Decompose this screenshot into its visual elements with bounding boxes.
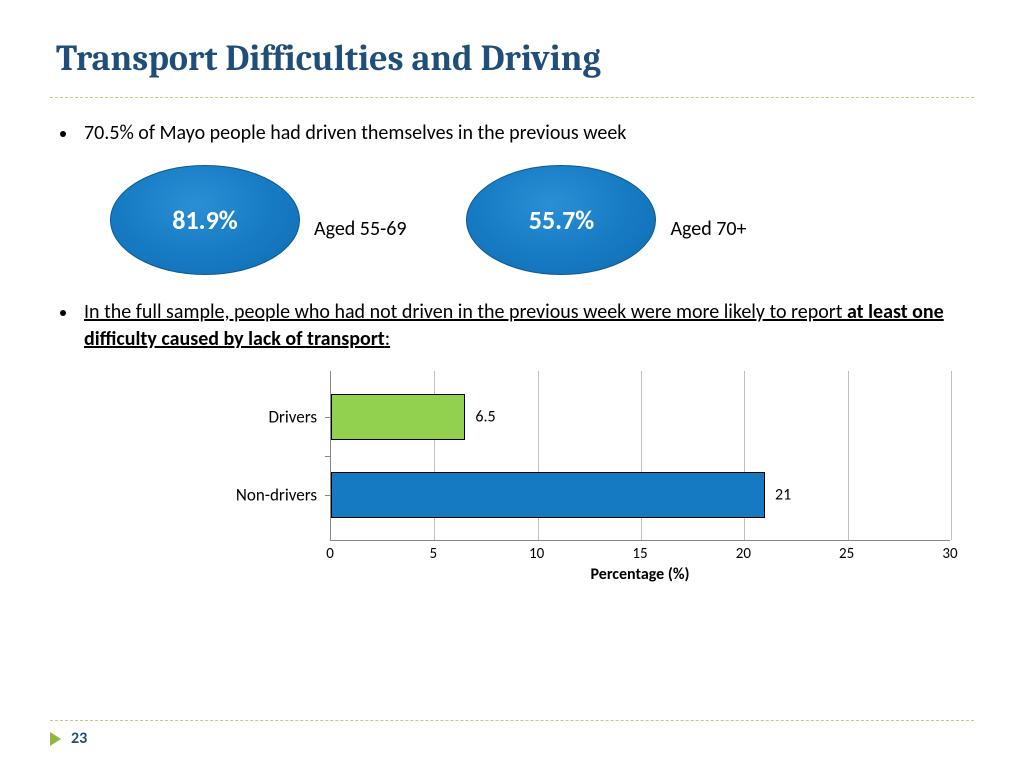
stat-ellipse-2-value: 55.7%: [529, 204, 594, 236]
stat-ellipse-2-label: Aged 70+: [670, 199, 746, 241]
bullet-1: 70.5% of Mayo people had driven themselv…: [50, 120, 974, 147]
bullet-2-text: In the full sample, people who had not d…: [84, 299, 974, 353]
page-triangle-icon: [50, 732, 61, 746]
chart-x-tick-label: 30: [942, 545, 957, 563]
slide-title: Transport Difficulties and Driving: [56, 38, 974, 79]
chart-value-label: 21: [775, 486, 791, 505]
divider-top: [50, 97, 974, 98]
chart-bar: [331, 394, 465, 440]
bullet-2-prefix: In the full sample, people who had not d…: [84, 300, 847, 324]
bullet-2-suffix: :: [385, 327, 390, 351]
chart-x-tick-label: 10: [529, 545, 544, 563]
chart-category-label: Non-drivers: [236, 485, 331, 506]
chart-gridline: [848, 371, 849, 540]
stat-ellipse-1: 81.9%: [110, 165, 300, 275]
divider-bottom: [50, 720, 974, 721]
chart-x-ticks: 051015202530: [330, 541, 950, 565]
difficulty-bar-chart: Drivers6.5Non-drivers21 051015202530 Per…: [230, 371, 950, 584]
stat-ellipse-1-value: 81.9%: [172, 204, 237, 236]
bullet-2: In the full sample, people who had not d…: [50, 299, 974, 353]
ellipse-stats-row: 81.9% Aged 55-69 55.7% Aged 70+: [110, 165, 974, 275]
chart-plot-area: Drivers6.5Non-drivers21: [330, 371, 950, 541]
chart-value-label: 6.5: [475, 407, 495, 426]
stat-ellipse-1-label: Aged 55-69: [314, 199, 406, 241]
bullet-dot-icon: [60, 310, 66, 316]
stat-ellipse-2: 55.7%: [466, 165, 656, 275]
chart-x-tick-label: 15: [632, 545, 647, 563]
chart-category-label: Drivers: [268, 406, 331, 427]
bullet-1-text: 70.5% of Mayo people had driven themselv…: [84, 120, 626, 147]
chart-y-tick: [325, 456, 331, 457]
chart-x-axis-title: Percentage (%): [330, 565, 950, 584]
chart-x-tick-label: 5: [430, 545, 438, 563]
chart-gridline: [951, 371, 952, 540]
chart-bar: [331, 472, 765, 518]
chart-x-tick-label: 0: [326, 545, 334, 563]
chart-x-tick-label: 25: [839, 545, 854, 563]
bullet-dot-icon: [60, 131, 66, 137]
slide-footer: 23: [0, 720, 1024, 748]
page-number: 23: [71, 729, 87, 748]
chart-x-tick-label: 20: [736, 545, 751, 563]
